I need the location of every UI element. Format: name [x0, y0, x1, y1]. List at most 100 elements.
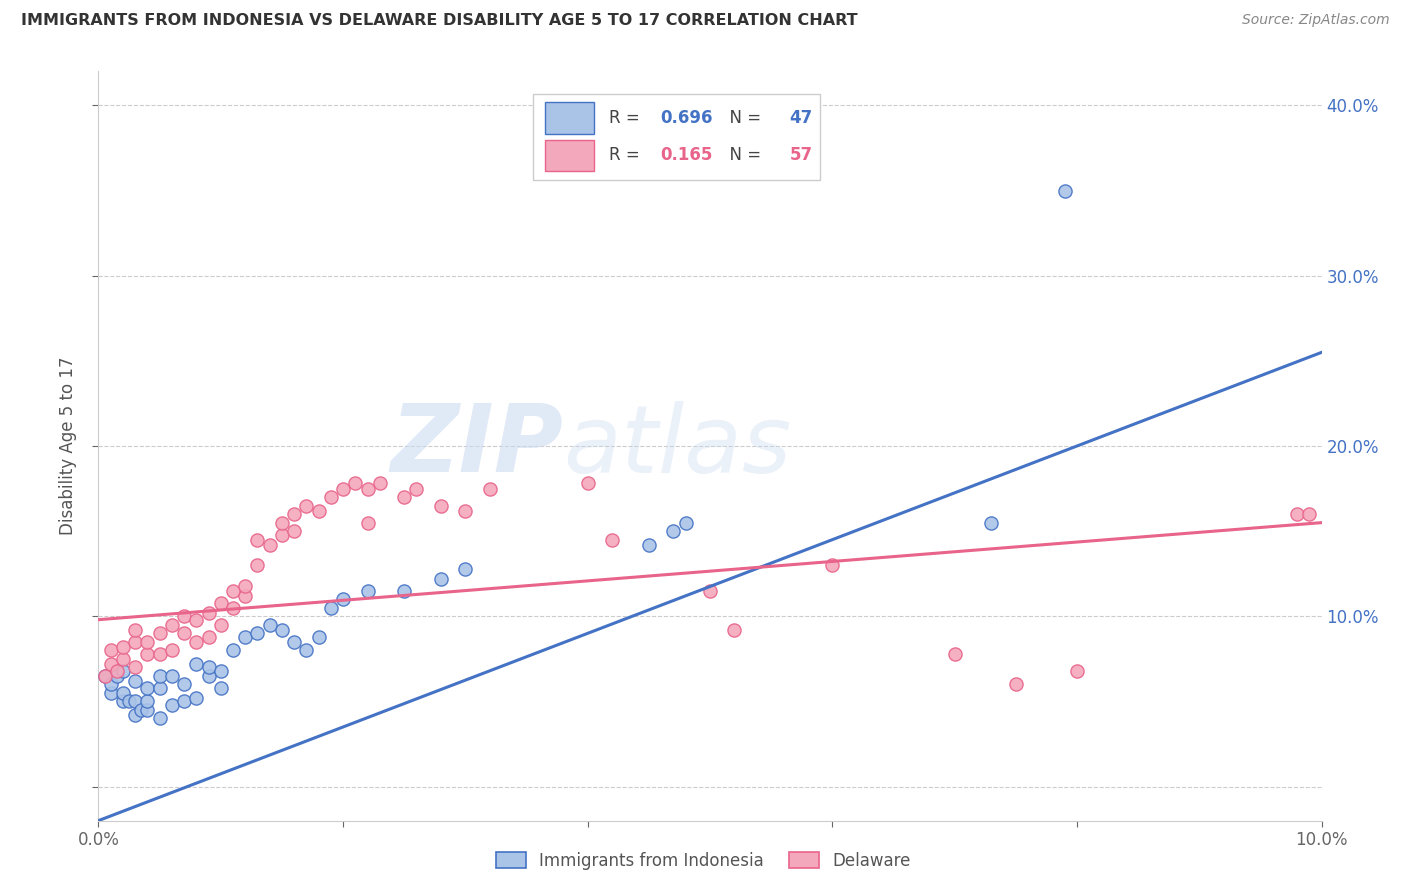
Point — [209, 664, 232, 678]
Point — [186, 613, 208, 627]
Point — [111, 664, 134, 678]
Point — [149, 626, 172, 640]
Point — [246, 558, 269, 573]
Text: Source: ZipAtlas.com: Source: ZipAtlas.com — [1241, 13, 1389, 28]
Point — [136, 635, 159, 649]
Point — [344, 476, 367, 491]
Point — [105, 669, 128, 683]
Point — [308, 504, 330, 518]
Point — [186, 657, 208, 671]
Point — [209, 681, 232, 695]
Point — [118, 694, 141, 708]
Point — [124, 708, 146, 723]
Point — [136, 647, 159, 661]
Point — [454, 561, 477, 575]
Point — [1004, 677, 1026, 691]
Point — [111, 652, 134, 666]
Point — [186, 635, 208, 649]
Point — [100, 657, 122, 671]
Point — [93, 669, 115, 683]
Point — [295, 643, 318, 657]
Text: IMMIGRANTS FROM INDONESIA VS DELAWARE DISABILITY AGE 5 TO 17 CORRELATION CHART: IMMIGRANTS FROM INDONESIA VS DELAWARE DI… — [21, 13, 858, 29]
Point — [943, 647, 966, 661]
Text: R =: R = — [609, 109, 644, 127]
FancyBboxPatch shape — [546, 102, 593, 134]
Text: 57: 57 — [790, 146, 813, 164]
Point — [576, 476, 599, 491]
Point — [100, 686, 122, 700]
Point — [392, 490, 416, 504]
Point — [283, 635, 305, 649]
Point — [136, 703, 159, 717]
Point — [160, 643, 183, 657]
Text: N =: N = — [718, 146, 766, 164]
Text: atlas: atlas — [564, 401, 792, 491]
Point — [295, 499, 318, 513]
Point — [149, 711, 172, 725]
Point — [430, 499, 453, 513]
Point — [160, 617, 183, 632]
Point — [356, 482, 378, 496]
Point — [392, 583, 416, 598]
Point — [283, 524, 305, 538]
Point — [368, 476, 391, 491]
Point — [100, 643, 122, 657]
Point — [186, 691, 208, 706]
Point — [197, 630, 219, 644]
Point — [270, 516, 292, 530]
Point — [136, 694, 159, 708]
Point — [430, 572, 453, 586]
Point — [173, 626, 195, 640]
Point — [1053, 184, 1076, 198]
Point — [319, 600, 342, 615]
Point — [222, 643, 245, 657]
Y-axis label: Disability Age 5 to 17: Disability Age 5 to 17 — [59, 357, 77, 535]
Point — [478, 482, 501, 496]
Point — [160, 698, 183, 712]
Point — [124, 660, 146, 674]
Point — [319, 490, 342, 504]
Text: ZIP: ZIP — [391, 400, 564, 492]
Point — [723, 623, 745, 637]
Point — [124, 673, 146, 688]
Point — [160, 669, 183, 683]
Point — [233, 589, 256, 603]
Point — [197, 660, 219, 674]
Point — [197, 606, 219, 620]
Text: 0.696: 0.696 — [659, 109, 713, 127]
Point — [233, 579, 256, 593]
Point — [270, 623, 292, 637]
Point — [454, 504, 477, 518]
Point — [821, 558, 844, 573]
Point — [600, 533, 623, 547]
Point — [93, 669, 115, 683]
Point — [149, 669, 172, 683]
Point — [111, 640, 134, 654]
Point — [222, 583, 245, 598]
Point — [699, 583, 721, 598]
Point — [197, 669, 219, 683]
Text: R =: R = — [609, 146, 644, 164]
Point — [246, 533, 269, 547]
Point — [637, 538, 661, 552]
Point — [129, 703, 152, 717]
Point — [1066, 664, 1088, 678]
Point — [136, 681, 159, 695]
Point — [233, 630, 256, 644]
Point — [662, 524, 685, 538]
Point — [283, 507, 305, 521]
Point — [308, 630, 330, 644]
Point — [100, 677, 122, 691]
Point — [209, 596, 232, 610]
Point — [259, 538, 281, 552]
Point — [111, 694, 134, 708]
Point — [1286, 507, 1309, 521]
Point — [259, 617, 281, 632]
Point — [149, 647, 172, 661]
Point — [356, 516, 378, 530]
Point — [173, 609, 195, 624]
Point — [149, 681, 172, 695]
Point — [332, 482, 354, 496]
Point — [356, 583, 378, 598]
Legend: Immigrants from Indonesia, Delaware: Immigrants from Indonesia, Delaware — [489, 846, 917, 877]
